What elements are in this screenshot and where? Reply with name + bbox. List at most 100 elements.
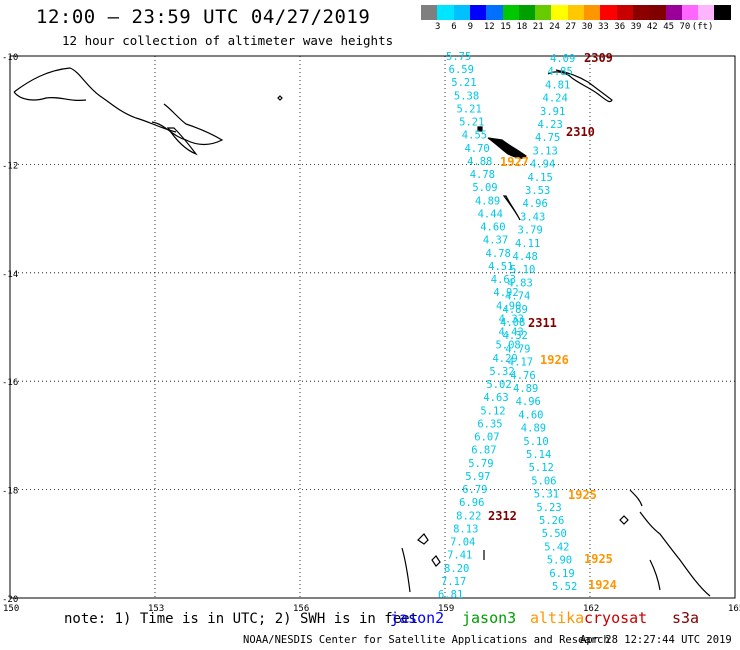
colorbar-label: 21 (532, 22, 544, 32)
pass-label: 2312 (488, 509, 517, 523)
wave-height-value: 5.08 (495, 340, 520, 352)
colorbar-swatch (567, 5, 585, 20)
note-text: note: 1) Time is in UTC; 2) SWH is in fe… (64, 611, 419, 627)
colorbar-swatch (535, 5, 553, 20)
wave-height-value: 5.09 (472, 182, 497, 194)
coastline-solomons-north (547, 69, 613, 103)
colorbar-label: 24 (549, 22, 560, 32)
pass-label: 1925 (568, 488, 597, 502)
satellite-legend-jason2: jason2 (390, 609, 445, 627)
wave-height-value: 4.09 (550, 53, 575, 65)
wave-height-value: 4.23 (538, 119, 563, 131)
lat-tick-label: -18 (2, 487, 18, 497)
wave-height-value: 5.06 (531, 475, 556, 487)
wave-height-value: 4.24 (543, 93, 568, 105)
wave-height-value: 5.21 (457, 103, 482, 115)
lat-tick-label: -12 (2, 161, 18, 171)
colorbar-swatch (649, 5, 667, 20)
colorbar-swatch (698, 5, 716, 20)
wave-height-value: 4.78 (486, 248, 511, 260)
wave-height-value: 5.75 (446, 51, 471, 63)
lon-tick-label: 159 (438, 604, 454, 614)
wave-height-value: 6.81 (438, 589, 463, 601)
colorbar-label: 27 (565, 22, 577, 32)
wave-height-value: 7.17 (441, 576, 466, 588)
wave-height-value: 4.48 (513, 251, 538, 263)
wave-height-value: 8.20 (444, 563, 469, 575)
lat-tick-label: -14 (2, 270, 18, 280)
pass-label: 2311 (528, 316, 557, 330)
altimeter-tracks: 5.756.595.215.385.215.214.554.704.884.78… (438, 51, 577, 601)
wave-height-value: 5.32 (489, 366, 514, 378)
wave-height-value: 5.12 (480, 405, 505, 417)
colorbar-swatch (681, 5, 699, 20)
coastline-solomons-mid (487, 137, 527, 159)
wave-height-value: 4.75 (535, 132, 560, 144)
wave-height-value: 3.13 (533, 145, 558, 157)
colorbar-swatch (502, 5, 520, 20)
wave-height-value: 4.11 (515, 238, 540, 250)
coastline-island-west-small (166, 127, 198, 156)
wave-height-value: 8.22 (456, 510, 481, 522)
wave-height-value: 4.37 (483, 235, 508, 247)
colorbar-swatch (469, 5, 487, 20)
colorbar-swatch (551, 5, 569, 20)
colorbar-label: (ft) (691, 22, 714, 32)
coastline-island-east (619, 515, 661, 591)
colorbar-swatch (584, 5, 601, 20)
lat-tick-label: -10 (2, 53, 18, 63)
wave-height-value: 6.79 (462, 484, 487, 496)
colorbar-label: 3 (435, 22, 441, 32)
wave-height-value: 4.89 (513, 383, 538, 395)
timestamp: Apr 28 12:27:44 UTC 2019 (580, 634, 732, 646)
lat-tick-label: -16 (2, 378, 18, 388)
colorbar-label: 6 (451, 22, 457, 32)
colorbar-label: 9 (467, 22, 474, 32)
wave-height-value: 5.90 (547, 555, 572, 567)
colorbar-label: 18 (516, 22, 528, 32)
wave-height-value: 4.79 (505, 343, 530, 355)
wave-height-value: 4.76 (510, 370, 535, 382)
wave-height-value: 5.21 (451, 77, 476, 89)
colorbar-label: 70 (679, 22, 691, 32)
wave-height-value: 5.52 (552, 581, 577, 593)
wave-height-value: 5.26 (539, 515, 564, 527)
wave-height-value: 4.15 (528, 172, 553, 184)
wave-height-value: 4.17 (508, 357, 533, 369)
pass-label: 1925 (584, 552, 613, 566)
wave-height-value: 4.29 (492, 353, 517, 365)
wave-height-value: 5.31 (534, 489, 559, 501)
lon-tick-label: 165 (728, 604, 740, 614)
colorbar-swatch (616, 5, 634, 20)
wave-height-value: 5.10 (510, 264, 535, 276)
colorbar-swatch (518, 5, 536, 20)
wave-height-value: 4.70 (464, 143, 489, 155)
wave-height-value: 4.96 (523, 198, 548, 210)
wave-height-value: 7.41 (447, 550, 472, 562)
wave-height-value: 5.14 (526, 449, 551, 461)
lon-tick-label: 153 (148, 604, 164, 614)
credit-text: NOAA/NESDIS Center for Satellite Applica… (243, 634, 610, 646)
page-title: 12:00 – 23:59 UTC 04/27/2019 (36, 6, 371, 28)
colorbar-swatch (600, 5, 618, 20)
wave-height-value: 6.59 (449, 64, 474, 76)
pass-labels: 2309 2310 1927 2311 1926 1925 2312 1925 1924 (488, 51, 617, 592)
wave-height-value: 4.55 (462, 130, 487, 142)
wave-height-value: 5.50 (542, 528, 567, 540)
wave-height-value: 5.21 (459, 117, 484, 129)
lat-tick-label: -20 (2, 595, 18, 605)
colorbar-swatch (665, 5, 683, 20)
wave-height-value: 4.90 (496, 300, 521, 312)
wave-height-value: 4.94 (530, 159, 555, 171)
wave-height-value: 4.89 (521, 423, 546, 435)
colorbar-swatch (453, 5, 471, 20)
wave-height-value: 4.83 (508, 277, 533, 289)
pass-label: 2310 (566, 125, 595, 139)
colorbar-label: 30 (581, 22, 593, 32)
wave-height-value: 4.92 (493, 287, 518, 299)
colorbar-swatch (437, 5, 455, 20)
lon-tick-label: 162 (583, 604, 599, 614)
colorbar-label: 42 (646, 22, 658, 32)
wave-height-value: 4.89 (475, 195, 500, 207)
